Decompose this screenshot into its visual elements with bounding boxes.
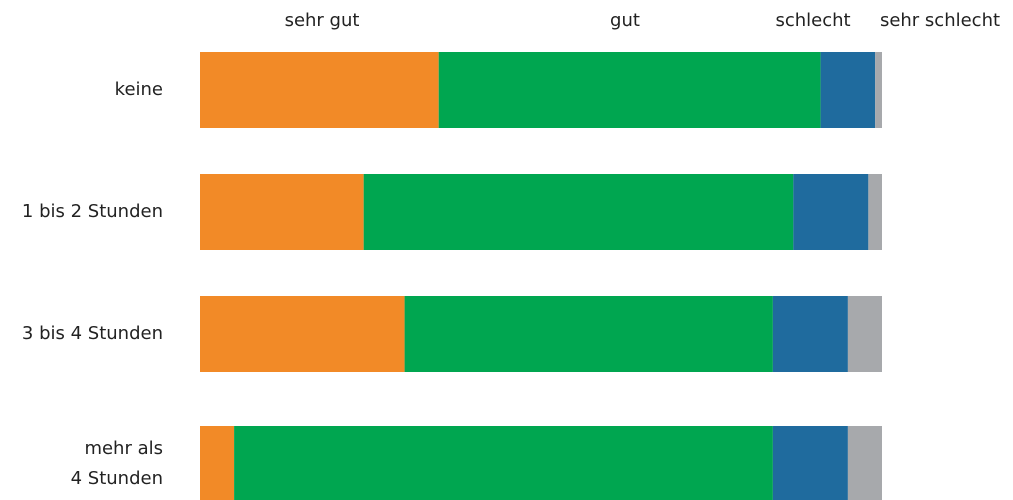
bar-segment: [847, 296, 882, 372]
bar-segment: [200, 52, 439, 128]
bar-segment: [772, 426, 848, 500]
category-label: 1 bis 2 Stunden: [21, 201, 163, 222]
category-label: mehr als 4 Stunden: [70, 438, 163, 489]
bar-segment: [200, 174, 364, 250]
category-label: keine: [114, 79, 163, 100]
bar-segment: [363, 174, 794, 250]
bar-segment: [820, 52, 876, 128]
bar-segment: [200, 426, 235, 500]
bar-segment: [793, 174, 869, 250]
category-label: 3 bis 4 Stunden: [21, 323, 163, 344]
legend-label: schlecht: [775, 10, 851, 31]
legend-label: gut: [610, 10, 640, 31]
legend-label: sehr gut: [284, 10, 360, 31]
bar-segment: [438, 52, 821, 128]
bar-segment: [847, 426, 882, 500]
legend-label: sehr schlecht: [879, 10, 1001, 31]
bar-segment: [200, 296, 405, 372]
bar-segment: [234, 426, 773, 500]
bar-segment: [868, 174, 882, 250]
bar-segment: [404, 296, 773, 372]
bar-segment: [772, 296, 848, 372]
bar-segment: [875, 52, 882, 128]
